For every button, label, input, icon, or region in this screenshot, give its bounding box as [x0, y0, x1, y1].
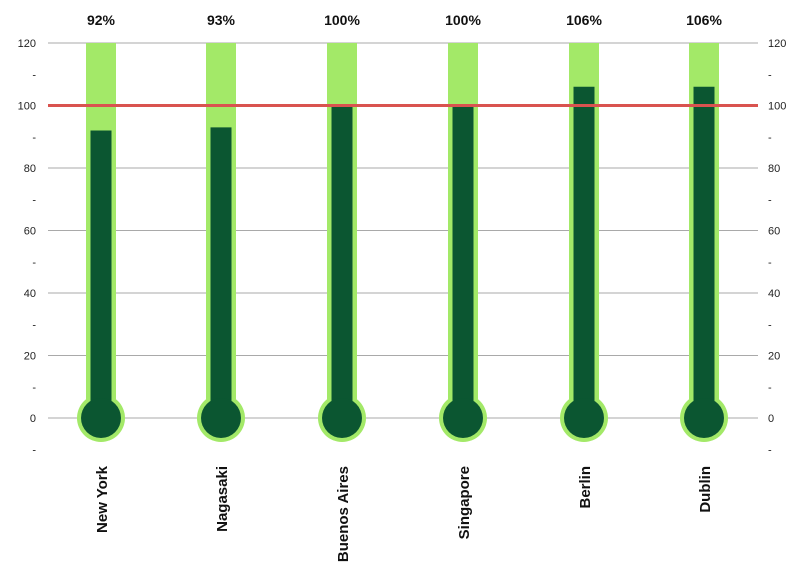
y-tick-label-left: 20 [24, 351, 36, 363]
thermometers [77, 43, 728, 442]
y-tick-label-left: 80 [24, 163, 36, 175]
y-tick-label-left: 100 [18, 101, 36, 113]
y-tick-label-right: 60 [768, 226, 780, 238]
y-tick-label-right: 100 [768, 101, 786, 113]
data-label: 106% [686, 12, 722, 28]
bar-value [210, 127, 232, 418]
thermometer-bulb [443, 398, 483, 438]
bar-value [90, 130, 112, 418]
x-tick-label: Dublin [697, 466, 714, 513]
y-minor-tick-right: - [768, 69, 772, 81]
y-minor-tick-right: - [768, 132, 772, 144]
thermometer [197, 43, 245, 442]
x-tick-label: Singapore [456, 466, 473, 539]
y-minor-tick-left: - [32, 257, 36, 269]
thermometer [318, 43, 366, 442]
x-tick-label: Berlin [577, 466, 594, 509]
thermometer [77, 43, 125, 442]
y-tick-label-left: 0 [30, 413, 36, 425]
y-minor-tick-right: - [768, 257, 772, 269]
y-tick-label-left: 120 [18, 38, 36, 50]
bar-value [452, 105, 474, 418]
gridlines [48, 42, 758, 419]
bar-value [331, 105, 353, 418]
y-minor-tick-right: - [768, 444, 772, 456]
y-minor-tick-left: - [32, 319, 36, 331]
y-tick-label-left: 60 [24, 226, 36, 238]
y-tick-label-right: 20 [768, 351, 780, 363]
category-labels: New York Nagasaki Buenos Aires Singapore Ber… [94, 465, 714, 562]
x-tick-label: Nagasaki [214, 466, 231, 532]
y-tick-label-right: 80 [768, 163, 780, 175]
data-label: 100% [445, 12, 481, 28]
x-tick-label: Buenos Aires [335, 466, 352, 562]
data-label: 100% [324, 12, 360, 28]
thermometer [560, 43, 608, 442]
y-minor-tick-left: - [32, 444, 36, 456]
y-minor-tick-left: - [32, 194, 36, 206]
thermometer-bulb [201, 398, 241, 438]
thermometer-bulb [684, 398, 724, 438]
thermometer-bulb [81, 398, 121, 438]
y-minor-tick-right: - [768, 194, 772, 206]
data-label: 93% [207, 12, 236, 28]
y-axis-left: 0 20 40 60 80 100 120 - - - - - - - [18, 38, 37, 456]
y-tick-label-right: 120 [768, 38, 786, 50]
value-labels: 92% 93% 100% 100% 106% 106% [87, 12, 722, 28]
bar-value [693, 86, 715, 418]
y-minor-tick-left: - [32, 132, 36, 144]
y-minor-tick-right: - [768, 382, 772, 394]
data-label: 92% [87, 12, 116, 28]
y-tick-label-right: 0 [768, 413, 774, 425]
thermometer [680, 43, 728, 442]
y-minor-tick-right: - [768, 319, 772, 331]
y-tick-label-right: 40 [768, 288, 780, 300]
bar-value [573, 86, 595, 418]
y-axis-right: 0 20 40 60 80 100 120 - - - - - - - [768, 38, 786, 456]
y-tick-label-left: 40 [24, 288, 36, 300]
thermometer-bulb [322, 398, 362, 438]
thermometer-bulb [564, 398, 604, 438]
data-label: 106% [566, 12, 602, 28]
x-tick-label: New York [94, 465, 111, 533]
y-minor-tick-left: - [32, 382, 36, 394]
y-minor-tick-left: - [32, 69, 36, 81]
thermometer [439, 43, 487, 442]
